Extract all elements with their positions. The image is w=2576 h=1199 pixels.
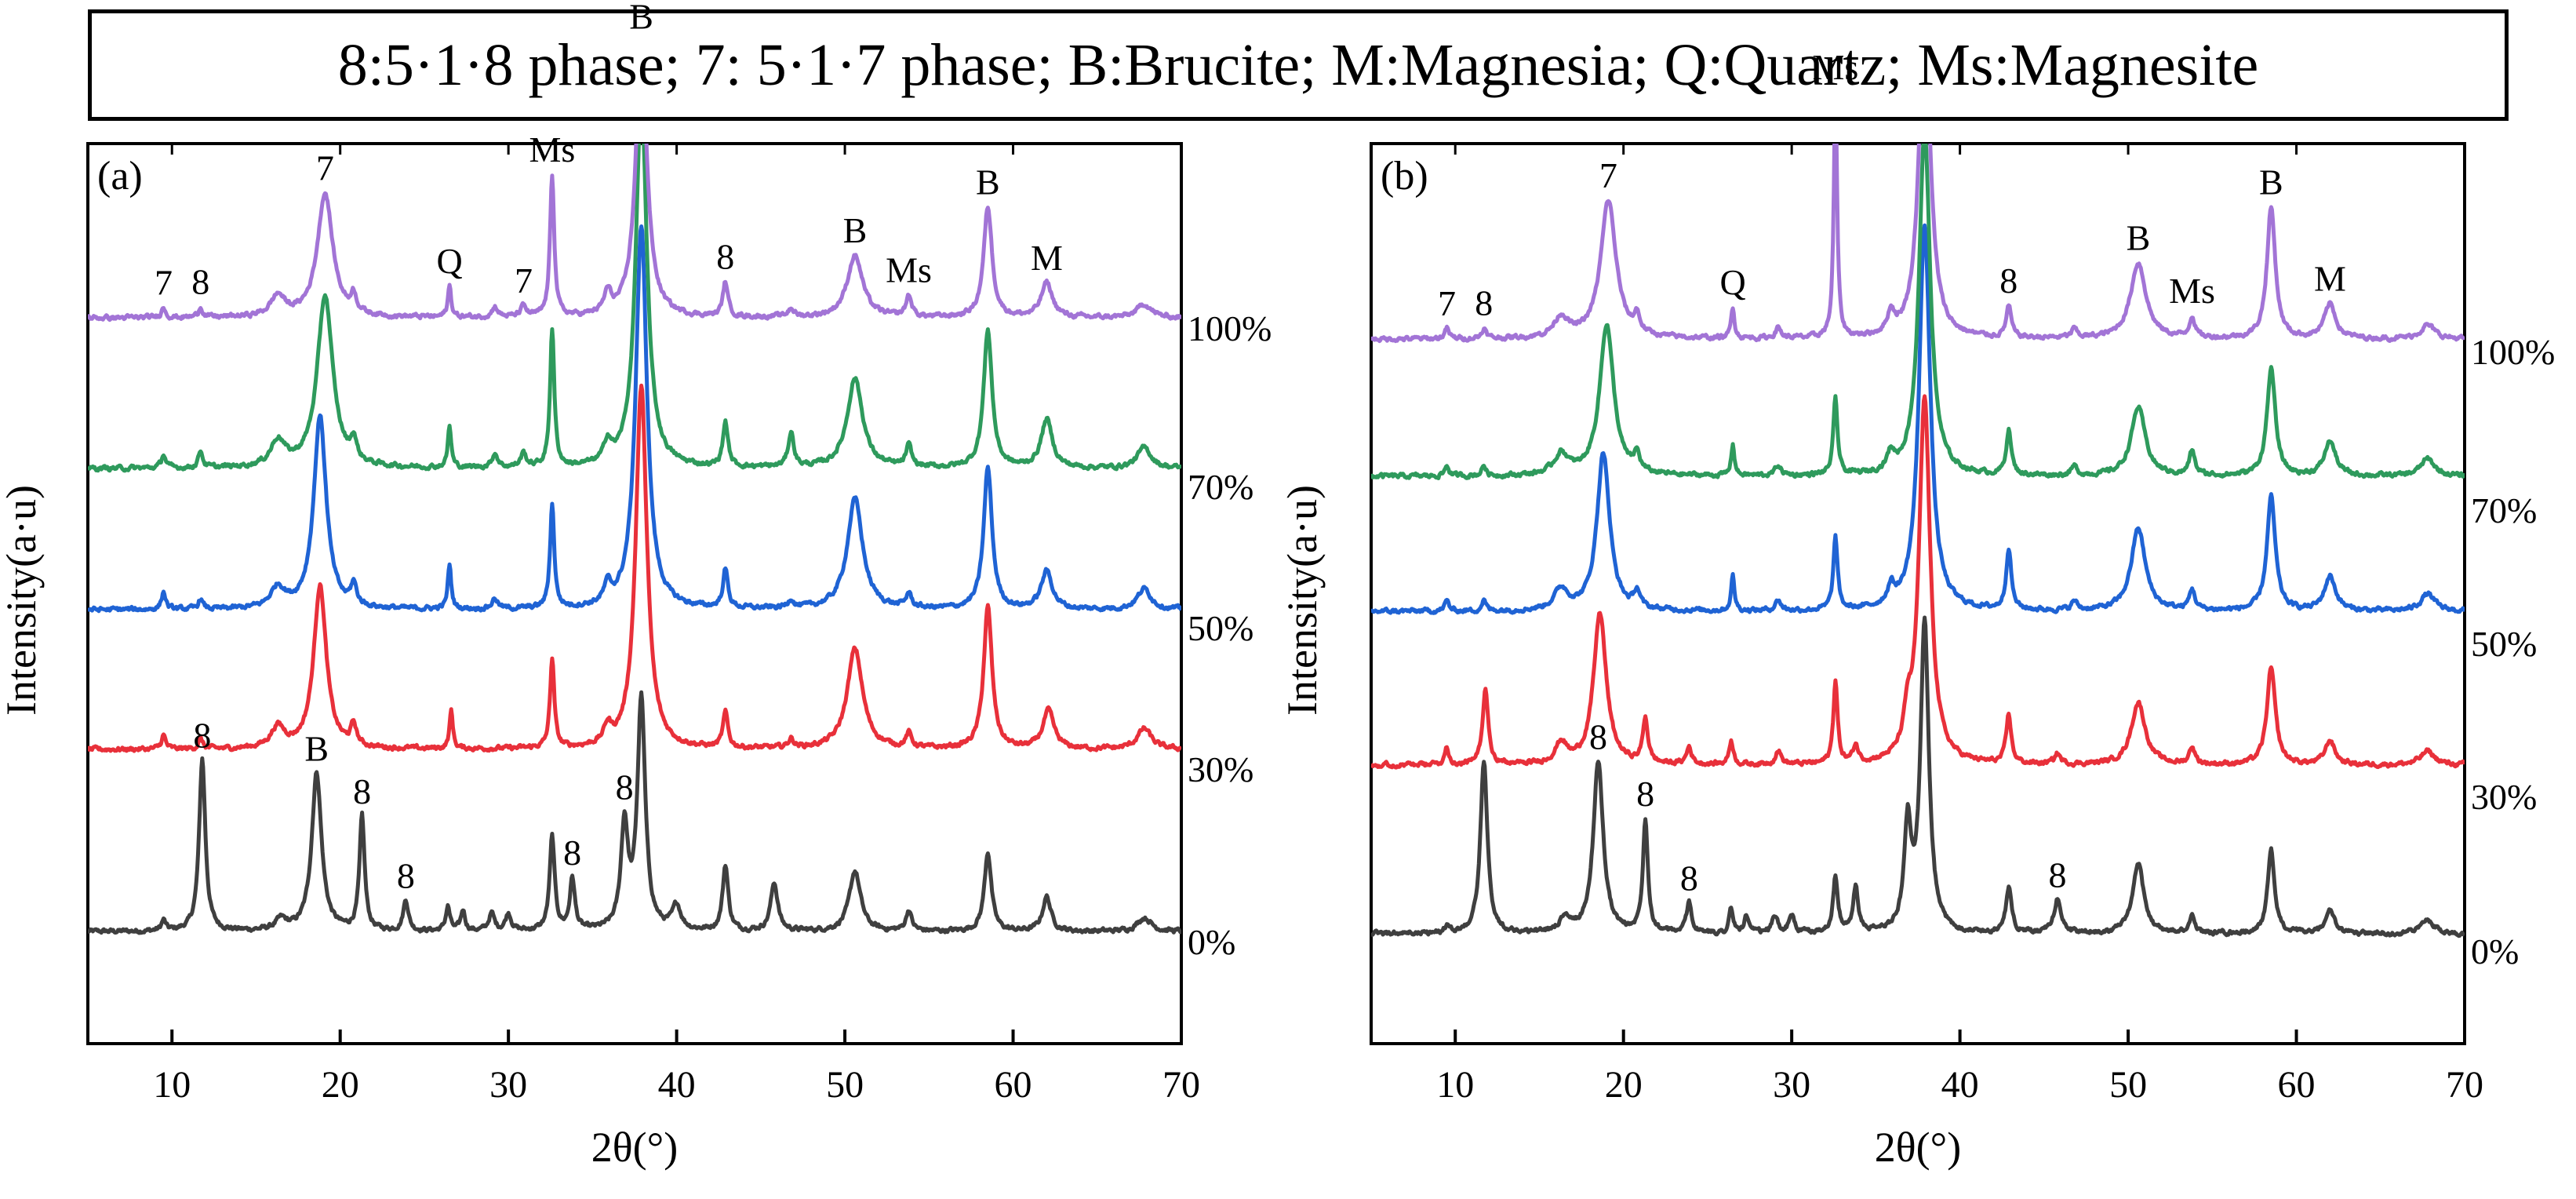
- x-tick-label: 50: [2109, 1064, 2147, 1106]
- series-label: 100%: [1188, 308, 1272, 348]
- x-tick-label: 20: [1605, 1064, 1643, 1106]
- peak-label: 8: [616, 767, 634, 807]
- peak-label: 8: [563, 833, 581, 873]
- chart-panel-a: 10 20 30 40 50 60 70 2θ(°) Intensity(a·u) (a) 0% 30…: [0, 0, 1272, 1171]
- peak-label: B: [2127, 218, 2151, 258]
- peak-label: Q: [436, 241, 462, 281]
- x-tick-label: 20: [322, 1064, 359, 1106]
- peak-label: 8: [1680, 858, 1698, 898]
- peak-label: 8: [193, 715, 211, 755]
- xrd-trace-50pct: [1371, 223, 2465, 615]
- peak-label: 8: [2049, 855, 2067, 895]
- series-label: 70%: [2471, 490, 2537, 530]
- series-label: 100%: [2471, 332, 2555, 372]
- peak-label: 8: [716, 236, 734, 276]
- panel-label: (b): [1381, 154, 1428, 199]
- peak-label: 7: [515, 261, 533, 301]
- peak-label: B: [976, 162, 1000, 202]
- peak-label: 8: [397, 856, 415, 896]
- peak-label: M: [1031, 238, 1063, 278]
- xrd-trace-70pct: [1371, 144, 2465, 480]
- x-tick-label: 70: [1162, 1064, 1200, 1106]
- peak-label: Ms: [529, 129, 576, 169]
- x-tick-label: 30: [1773, 1064, 1810, 1106]
- peak-label: B: [1912, 0, 1937, 2]
- series-label: 70%: [1188, 467, 1253, 507]
- x-axis-title: 2θ(°): [591, 1124, 678, 1171]
- xrd-trace-100pct: [1371, 144, 2465, 344]
- peak-label: B: [629, 0, 653, 36]
- series-label: 30%: [2471, 777, 2537, 817]
- x-tick-label: 40: [658, 1064, 696, 1106]
- x-tick-label: 10: [153, 1064, 191, 1106]
- series-label: 50%: [2471, 624, 2537, 664]
- x-tick-label: 40: [1941, 1064, 1979, 1106]
- panel-label: (a): [97, 154, 143, 199]
- phase-legend-box: 8:5·1·8 phase; 7: 5·1·7 phase; B:Brucite…: [88, 9, 2509, 121]
- series-label: 50%: [1188, 608, 1253, 648]
- peak-label: B: [843, 210, 868, 250]
- x-tick-label: 30: [489, 1064, 527, 1106]
- peak-label: Q: [1719, 262, 1745, 302]
- peak-label: M: [2314, 259, 2346, 299]
- peak-label: 8: [353, 771, 371, 811]
- x-tick-label: 10: [1436, 1064, 1474, 1106]
- peak-label: Ms: [886, 250, 932, 290]
- xrd-trace-100pct: [88, 144, 1181, 323]
- xrd-trace-0pct: [1371, 615, 2465, 938]
- xrd-trace-70pct: [88, 144, 1181, 473]
- xrd-trace-30pct: [88, 383, 1181, 753]
- peak-label: Ms: [1813, 47, 1859, 87]
- series-label: 0%: [1188, 922, 1235, 962]
- y-axis-title: Intensity(a·u): [1279, 485, 1326, 716]
- x-tick-label: 50: [826, 1064, 864, 1106]
- peak-label: B: [304, 728, 329, 768]
- x-axis-title: 2θ(°): [1875, 1124, 1961, 1171]
- peak-label: Ms: [2169, 271, 2215, 311]
- peak-label: 7: [316, 148, 334, 188]
- peak-label: 8: [191, 262, 209, 302]
- x-tick-label: 70: [2446, 1064, 2483, 1106]
- chart-panel-b: 10 20 30 40 50 60 70 2θ(°) Intensity(a·u) (b) 0% 30…: [1279, 0, 2555, 1171]
- xrd-trace-30pct: [1371, 394, 2465, 770]
- peak-label: 8: [1589, 716, 1607, 756]
- peak-label: B: [2259, 162, 2283, 202]
- phase-legend-text: 8:5·1·8 phase; 7: 5·1·7 phase; B:Brucite…: [337, 31, 2259, 98]
- peak-label: 7: [1438, 283, 1456, 323]
- series-label: 30%: [1188, 749, 1253, 789]
- peak-label: 8: [1636, 774, 1654, 814]
- xrd-trace-0pct: [88, 690, 1181, 935]
- peak-label: 8: [1475, 283, 1493, 323]
- x-tick-label: 60: [995, 1064, 1032, 1106]
- peak-label: 7: [1599, 155, 1617, 195]
- peak-label: 7: [155, 262, 173, 302]
- x-tick-label: 60: [2278, 1064, 2316, 1106]
- xrd-trace-50pct: [88, 224, 1181, 614]
- peak-label: 8: [1999, 261, 2018, 301]
- y-axis-title: Intensity(a·u): [0, 485, 45, 716]
- series-label: 0%: [2471, 931, 2519, 971]
